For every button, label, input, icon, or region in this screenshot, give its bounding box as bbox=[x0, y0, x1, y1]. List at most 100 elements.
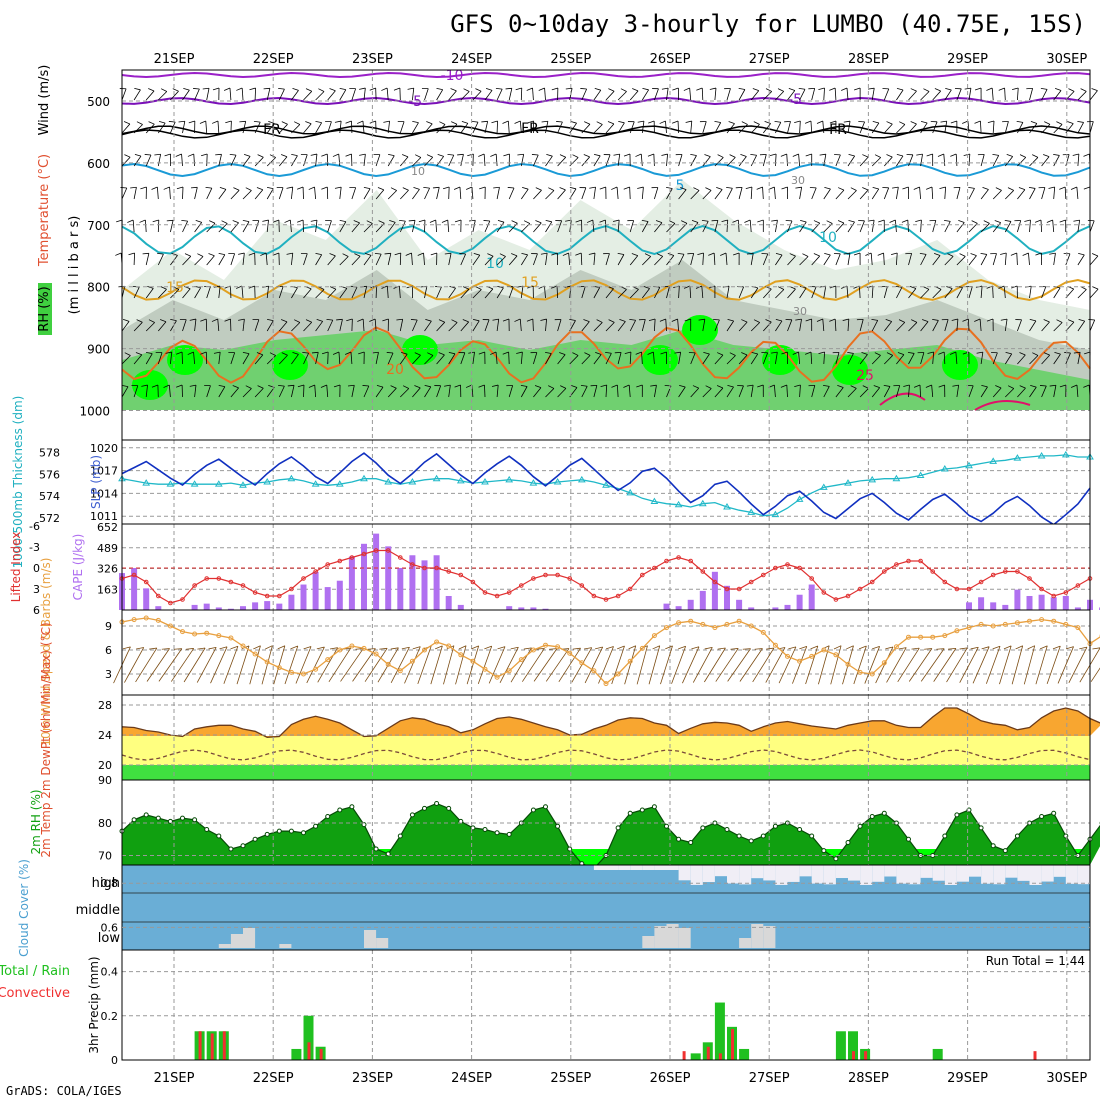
surface-wind-barb bbox=[853, 645, 867, 685]
li-tick-label: 0 bbox=[33, 562, 40, 575]
wind-barb bbox=[882, 187, 890, 200]
wind-barb bbox=[1029, 121, 1038, 134]
wind-barb-shaft bbox=[508, 187, 515, 200]
wind-barb-feather bbox=[1010, 252, 1017, 256]
barb-shaft bbox=[897, 647, 920, 683]
wind-barb-shaft bbox=[750, 287, 759, 299]
x-tick-label-top: 29SEP bbox=[947, 52, 988, 67]
wind-barb bbox=[1053, 351, 1061, 365]
wind-barb-shaft bbox=[605, 154, 611, 167]
wind-barb-shaft bbox=[702, 121, 707, 134]
wind-barb-shaft bbox=[581, 123, 591, 134]
wind-barb-shaft bbox=[170, 320, 177, 332]
wind-barb bbox=[1029, 352, 1039, 365]
wind-barb-feather bbox=[399, 220, 406, 222]
wind-barb-feather bbox=[454, 219, 462, 223]
barb-shaft bbox=[223, 646, 239, 684]
wind-barb-feather bbox=[690, 153, 697, 156]
cape-bar bbox=[445, 595, 452, 610]
wind-barb-shaft bbox=[641, 221, 649, 233]
wind-barb-shaft bbox=[230, 352, 236, 365]
wind-barb bbox=[300, 154, 308, 167]
wind-barb-shaft bbox=[944, 121, 948, 134]
wind-barb-feather bbox=[946, 286, 953, 290]
wind-barb-shaft bbox=[605, 353, 612, 365]
wind-barb bbox=[819, 153, 827, 167]
wind-barb-shaft bbox=[533, 189, 542, 200]
wind-barb bbox=[434, 385, 442, 398]
wind-barb bbox=[956, 220, 965, 233]
wind-barb-shaft bbox=[787, 90, 796, 101]
run-total-label: Run Total = 1.44 bbox=[986, 954, 1085, 968]
wind-barb-shaft bbox=[702, 388, 712, 398]
barb-shaft bbox=[692, 647, 713, 683]
wind-barb bbox=[357, 318, 365, 332]
isotherm-label: 5 bbox=[676, 178, 685, 194]
wind-barb-shaft bbox=[545, 353, 552, 365]
wind-barb bbox=[617, 252, 625, 266]
wind-barb-shaft bbox=[217, 319, 220, 332]
wind-barb bbox=[1070, 186, 1079, 200]
y-tick-label: 90 bbox=[98, 774, 112, 787]
wind-barb bbox=[1029, 384, 1037, 398]
wind-barb bbox=[637, 120, 645, 134]
wind-barb-feather bbox=[330, 286, 337, 290]
surface-wind-barb bbox=[210, 646, 228, 684]
wind-barb bbox=[614, 351, 622, 365]
wind-barb bbox=[242, 385, 252, 398]
wind-barb bbox=[920, 286, 930, 299]
wind-barb-shaft bbox=[144, 220, 147, 233]
wind-barb-shaft bbox=[787, 288, 796, 299]
wind-barb-shaft bbox=[920, 91, 930, 101]
li-point bbox=[131, 572, 137, 578]
li-point bbox=[676, 555, 681, 560]
wind-barb-shaft bbox=[871, 157, 881, 167]
wind-barb-shaft bbox=[799, 287, 807, 299]
rh-point bbox=[276, 828, 282, 834]
wind-barb bbox=[303, 121, 312, 134]
wind-barb-shaft bbox=[133, 322, 143, 332]
barb-feather bbox=[595, 646, 603, 650]
thickness-point bbox=[723, 502, 731, 510]
wind-barb-shaft bbox=[920, 122, 928, 134]
wind-barb-feather bbox=[462, 319, 469, 323]
wind-barb-feather bbox=[642, 87, 649, 91]
wind-barb-feather bbox=[176, 186, 184, 190]
wind-barb-feather bbox=[982, 187, 989, 190]
wind-speed-point bbox=[288, 669, 294, 675]
high-cloud-block bbox=[1005, 865, 1018, 878]
x-tick-label-top: 27SEP bbox=[749, 52, 790, 67]
wind-barb bbox=[187, 351, 195, 365]
wind-barb bbox=[586, 219, 595, 233]
wind-barb bbox=[992, 187, 1002, 200]
wind-barb-feather bbox=[243, 154, 251, 157]
wind-barb-shaft bbox=[920, 254, 927, 266]
wind-barb-feather bbox=[896, 153, 904, 157]
thickness-point bbox=[626, 488, 635, 496]
wind-barb-shaft bbox=[690, 352, 696, 365]
wind-barb bbox=[465, 186, 474, 200]
wind-barb bbox=[654, 220, 663, 233]
wind-barb bbox=[201, 153, 208, 167]
wind-barb bbox=[454, 219, 462, 233]
wind-speed-point bbox=[760, 629, 766, 635]
wind-barb-feather bbox=[151, 186, 158, 190]
rh-point bbox=[845, 840, 851, 845]
wind-barb-feather bbox=[333, 384, 341, 388]
wind-barb-feather bbox=[229, 153, 237, 156]
rh-point bbox=[349, 804, 355, 810]
wind-barb bbox=[906, 154, 914, 167]
wind-barb-shaft bbox=[859, 156, 869, 167]
wind-barb bbox=[877, 252, 885, 266]
rh-point bbox=[530, 807, 536, 813]
cape-bar bbox=[312, 571, 319, 610]
wind-barb-shaft bbox=[520, 254, 528, 266]
wind-barb bbox=[599, 186, 607, 200]
slp-tick-label: 1020 bbox=[90, 442, 118, 455]
wind-barb-feather bbox=[693, 187, 700, 191]
li-point bbox=[531, 576, 536, 581]
wind-barb bbox=[932, 253, 941, 266]
wind-barb bbox=[744, 219, 752, 233]
wind-barb-shaft bbox=[871, 355, 881, 365]
wind-barb-feather bbox=[780, 153, 787, 157]
